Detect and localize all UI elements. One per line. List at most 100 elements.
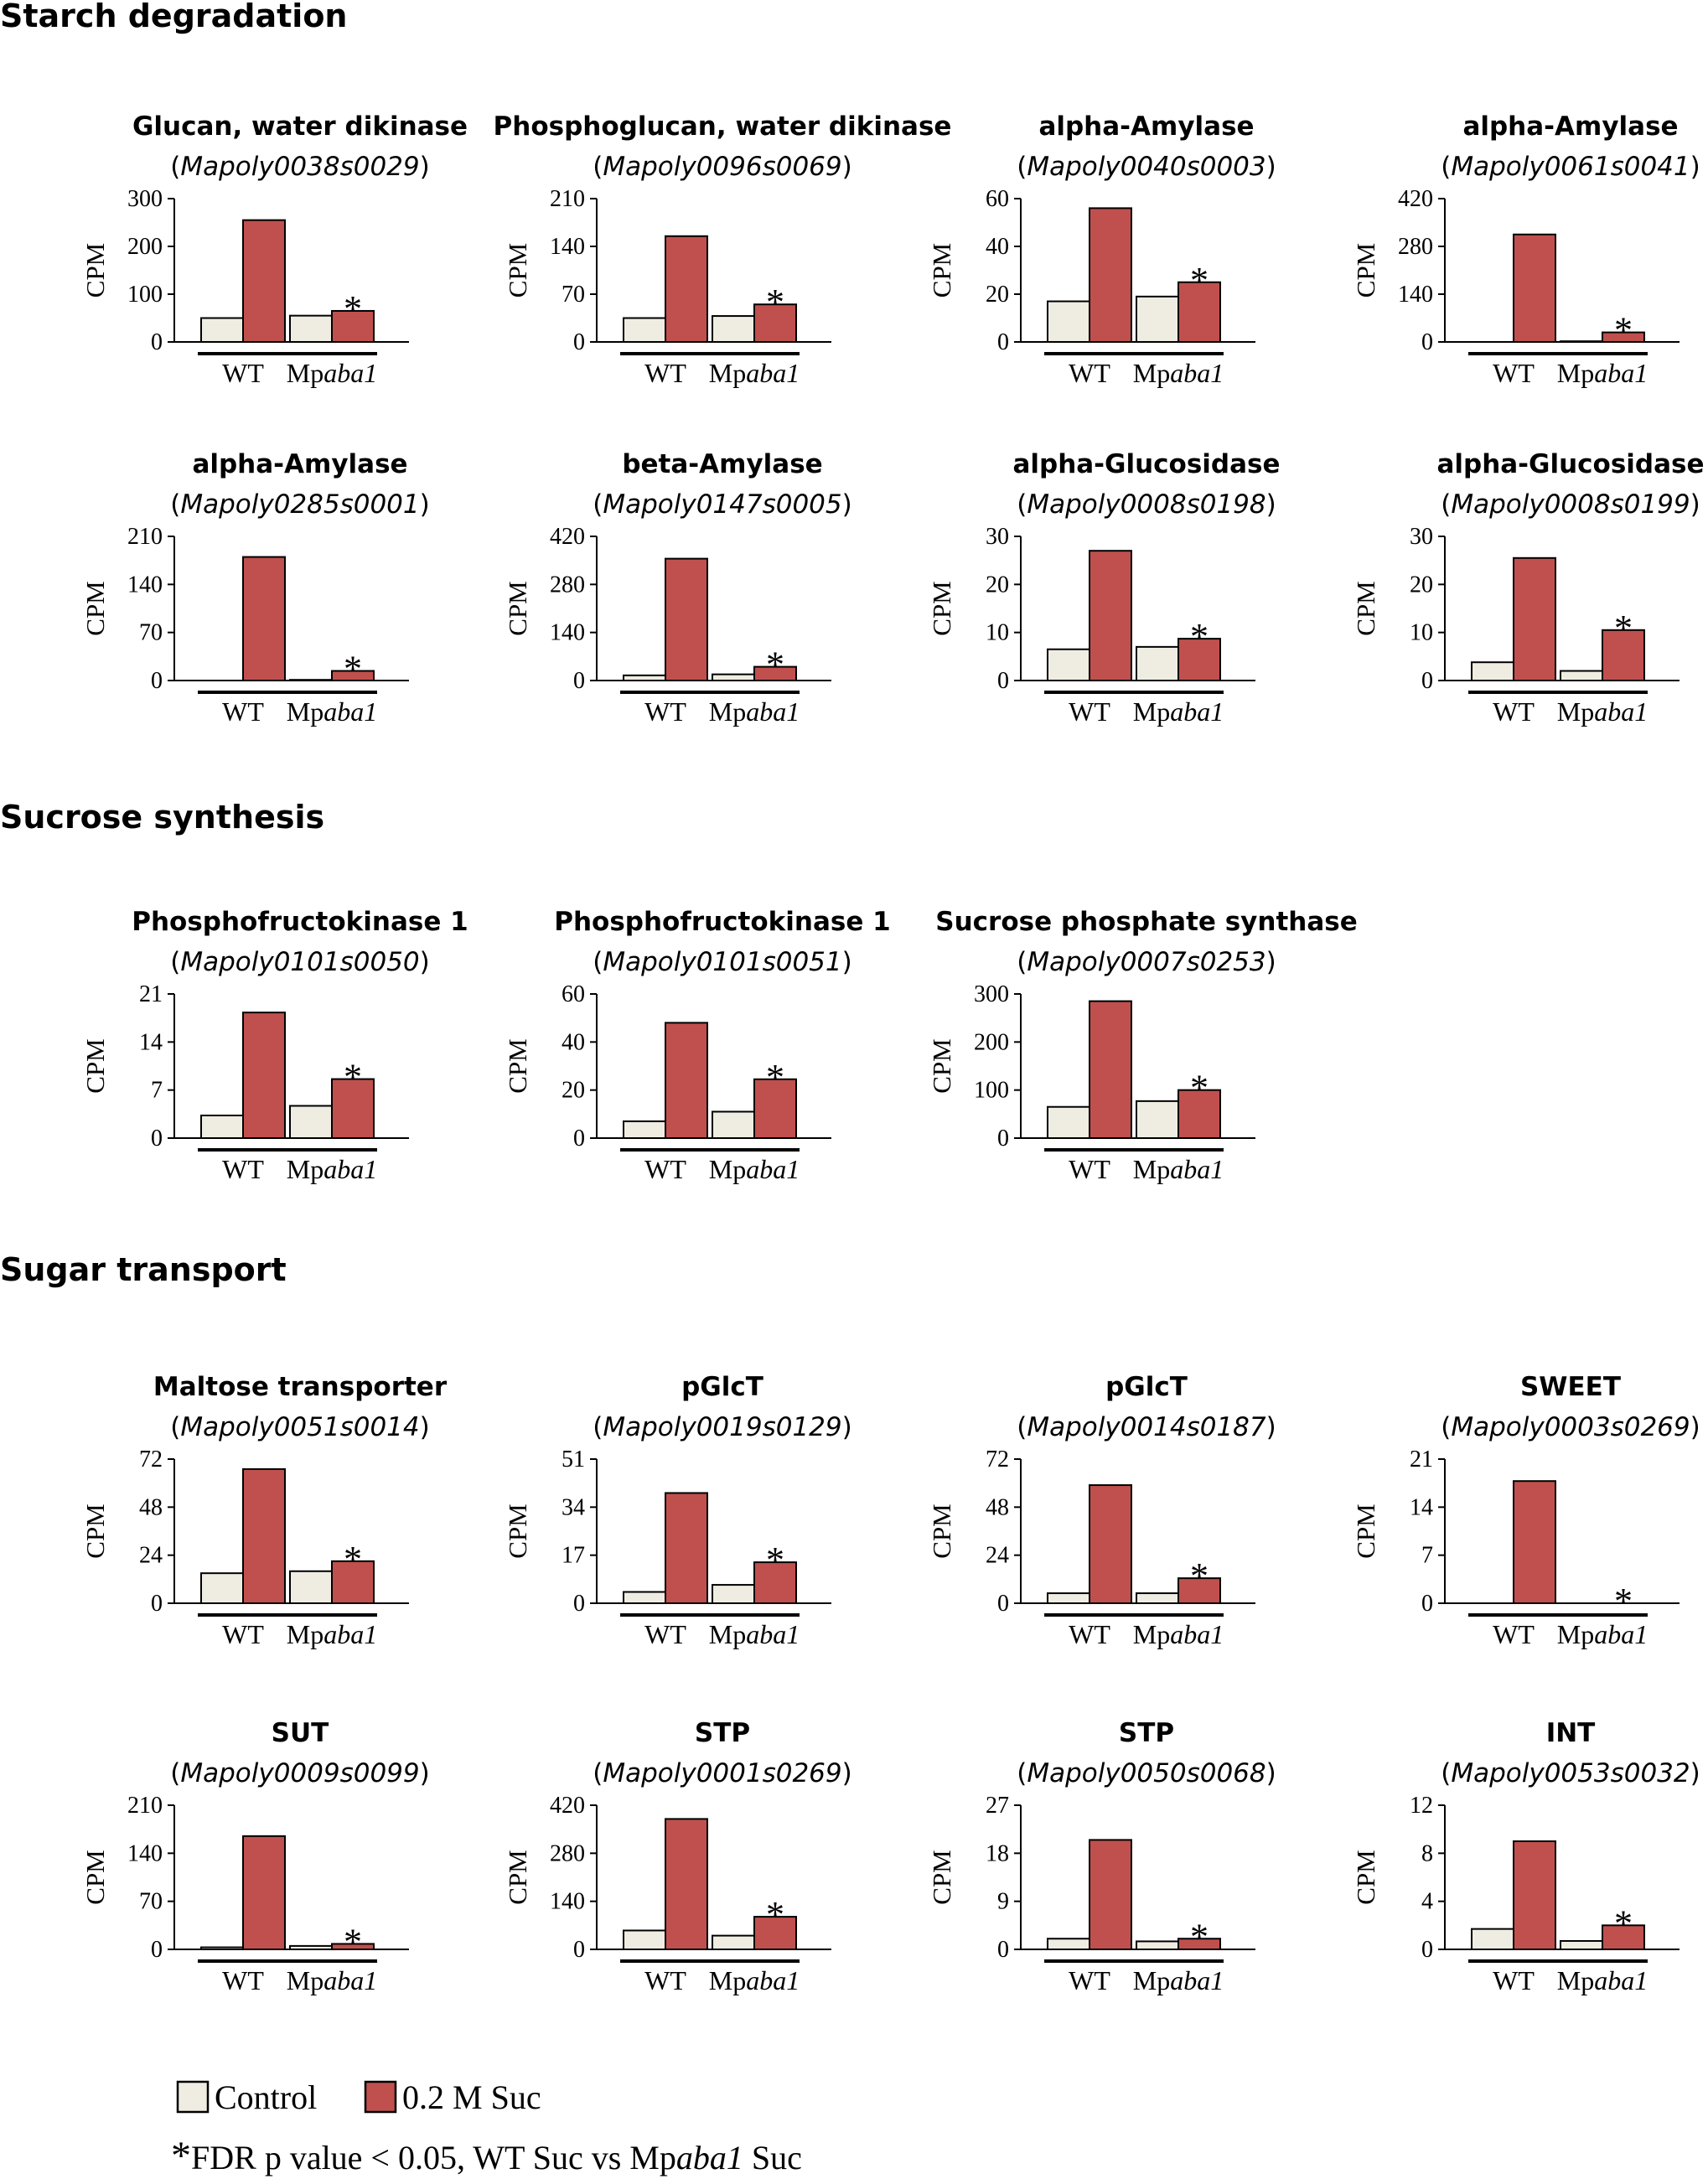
chart-panel: pGlcT (Mapoly0019s0129) 0 17 34 51 CPM WT Mpaba1… <box>503 1372 852 1649</box>
chart-gene-label: (Mapoly0008s0198) <box>1017 489 1276 520</box>
bar-control <box>623 1929 666 1950</box>
group-label-italic: aba1 <box>1170 358 1224 388</box>
chart-panel: Glucan, water dikinase (Mapoly0038s0029) 0… <box>80 111 468 388</box>
bar-suc <box>1089 1484 1132 1604</box>
y-tick-label: 24 <box>986 1543 1009 1569</box>
legend: Control 0.2 M Suc *FDR p value < 0.05, W… <box>171 2078 802 2178</box>
group-label-italic: aba1 <box>323 1154 377 1184</box>
y-axis-label: CPM <box>503 1504 532 1558</box>
y-axis-label: CPM <box>927 581 956 635</box>
chart-title: Phosphofructokinase 1 <box>132 907 468 937</box>
bar-suc <box>1513 1480 1556 1604</box>
group-label: WT <box>222 696 264 727</box>
y-tick-label: 27 <box>986 1793 1009 1819</box>
y-axis-label: CPM <box>503 581 532 635</box>
bar-suc <box>331 1078 375 1139</box>
chart-title: STP <box>695 1718 750 1748</box>
gene-id: Mapoly0038s0029 <box>180 152 419 182</box>
y-tick-label: 7 <box>151 1078 163 1104</box>
group-label-prefix: Mp <box>1133 1619 1170 1649</box>
bar-control <box>1047 1105 1090 1139</box>
chart-gene-label: (Mapoly0147s0005) <box>593 489 852 520</box>
y-tick-label: 280 <box>1398 234 1433 260</box>
y-tick-label: 4 <box>1421 1889 1433 1915</box>
gene-paren-open: ( <box>170 1412 180 1442</box>
y-tick-label: 200 <box>127 234 163 260</box>
group-label-italic: aba1 <box>323 696 377 727</box>
y-tick-label: 140 <box>1398 282 1433 308</box>
y-tick-label: 10 <box>1410 620 1433 646</box>
group-label-prefix: Mp <box>1133 696 1170 727</box>
gene-id: Mapoly0001s0269 <box>603 1758 841 1788</box>
chart-title: SWEET <box>1520 1372 1621 1402</box>
gene-id: Mapoly0050s0068 <box>1027 1758 1265 1788</box>
y-tick-label: 0 <box>1421 1937 1433 1963</box>
y-axis-label: CPM <box>80 1038 110 1093</box>
bar-control <box>200 1114 244 1140</box>
legend-swatch-control <box>176 2080 210 2114</box>
legend-swatch-suc <box>364 2080 397 2114</box>
y-tick-label: 280 <box>550 1840 585 1866</box>
chart-panel: alpha-Amylase (Mapoly0061s0041) 0 140 280 420… <box>1351 111 1700 388</box>
group-label-italic: aba1 <box>746 696 800 727</box>
group-label-prefix: Mp <box>709 358 746 388</box>
group-label: Mpaba1 <box>287 358 377 388</box>
chart-panel: alpha-Glucosidase (Mapoly0008s0199) 0 10 20 3… <box>1351 449 1705 727</box>
chart-panel: alpha-Glucosidase (Mapoly0008s0198) 0 10 20 3… <box>927 449 1281 727</box>
group-label: WT <box>644 358 686 388</box>
bar-suc <box>1177 1089 1221 1139</box>
y-tick-label: 140 <box>550 234 585 260</box>
gene-paren-open: ( <box>593 1412 603 1442</box>
bar-suc <box>753 1561 797 1604</box>
chart-title: alpha-Glucosidase <box>1012 449 1280 479</box>
y-axis-label: CPM <box>927 1038 956 1093</box>
group-label-prefix: Mp <box>287 1154 323 1184</box>
gene-id: Mapoly0019s0129 <box>603 1412 841 1442</box>
legend-note-italic: aba1 <box>676 2139 743 2176</box>
gene-id: Mapoly0051s0014 <box>180 1412 419 1442</box>
group-label: Mpaba1 <box>709 696 800 727</box>
bar-suc <box>242 556 286 681</box>
y-tick-label: 0 <box>151 329 163 355</box>
y-tick-label: 0 <box>997 329 1009 355</box>
y-axis-label: CPM <box>1351 243 1380 298</box>
group-label: WT <box>1069 358 1110 388</box>
group-label-italic: aba1 <box>323 358 377 388</box>
y-tick-label: 14 <box>1410 1494 1433 1520</box>
group-label: WT <box>1069 1154 1110 1184</box>
y-tick-label: 0 <box>997 668 1009 694</box>
significance-star: * <box>1614 1581 1633 1622</box>
chart-title: Maltose transporter <box>153 1372 448 1402</box>
group-label-italic: aba1 <box>1594 1619 1648 1649</box>
gene-paren-open: ( <box>170 152 180 182</box>
significance-star: * <box>1614 608 1633 649</box>
gene-paren-open: ( <box>1441 1758 1451 1788</box>
bar-control <box>712 673 755 682</box>
y-tick-label: 140 <box>550 620 585 646</box>
y-tick-label: 0 <box>997 1937 1009 1963</box>
chart-panel: INT (Mapoly0053s0032) 0 4 8 12 CPM WT Mpaba1 * <box>1351 1718 1700 1995</box>
bar-suc <box>331 309 375 344</box>
group-label-italic: aba1 <box>746 358 800 388</box>
gene-paren-close: ) <box>1690 1412 1700 1442</box>
bar-control <box>712 1934 755 1951</box>
y-tick-label: 72 <box>139 1447 163 1473</box>
group-label-prefix: Mp <box>287 696 323 727</box>
bar-suc <box>242 1012 286 1139</box>
gene-id: Mapoly0003s0269 <box>1451 1412 1690 1442</box>
bar-suc <box>1089 550 1132 682</box>
group-label: Mpaba1 <box>709 1619 800 1649</box>
bar-suc <box>331 1560 375 1605</box>
gene-id: Mapoly0014s0187 <box>1027 1412 1266 1442</box>
significance-star: * <box>766 282 784 323</box>
chart-panel: Sucrose phosphate synthase (Mapoly0007s02… <box>927 907 1358 1184</box>
bar-control <box>1471 661 1514 681</box>
significance-star: * <box>1190 616 1209 657</box>
y-tick-label: 0 <box>151 1937 163 1963</box>
y-tick-label: 21 <box>139 981 163 1007</box>
y-tick-label: 14 <box>139 1029 163 1055</box>
y-axis-label: CPM <box>80 243 110 298</box>
group-label: WT <box>222 358 264 388</box>
y-tick-label: 20 <box>986 282 1009 308</box>
bar-control <box>623 1120 666 1140</box>
